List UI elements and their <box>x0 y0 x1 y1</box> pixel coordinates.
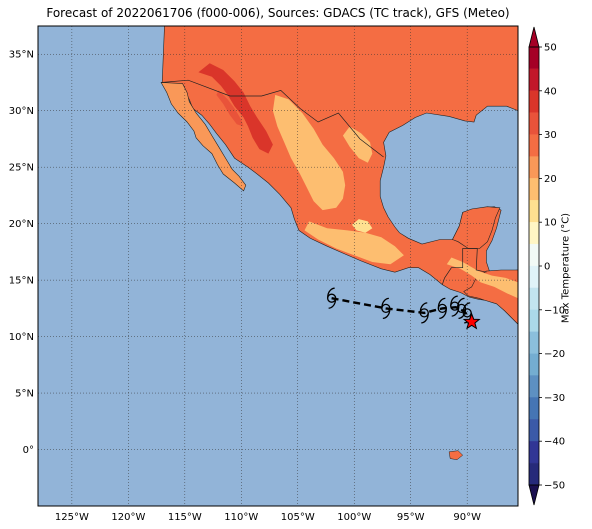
longitude-ticks: 125°W 120°W 115°W 110°W 105°W 100°W 95°W 90°W <box>55 512 481 523</box>
colorbar-tick-label: 40 <box>544 86 557 97</box>
colorbar-tick-label: 30 <box>544 130 557 141</box>
colorbar-band <box>528 243 540 267</box>
lat-tick-label: 10°N <box>9 332 34 343</box>
lon-tick-label: 120°W <box>111 512 145 523</box>
colorbar-band <box>528 178 540 201</box>
map-frame <box>37 25 519 507</box>
colorbar-tick-label: −20 <box>544 349 565 360</box>
latitude-ticks: 0° 5°N 10°N 15°N 20°N 25°N 30°N 35°N <box>9 50 34 456</box>
land-baja-california <box>160 82 247 192</box>
colorbar-under-arrow <box>528 484 540 506</box>
colorbar-tick-label: −10 <box>544 305 565 316</box>
current-position-star-icon <box>462 312 481 330</box>
cyclone-symbol-icon <box>419 302 429 324</box>
cyclone-symbol-icon <box>326 287 337 309</box>
colorbar-band <box>528 134 540 157</box>
land-hot-centre <box>216 90 244 127</box>
border-us-mexico <box>161 79 384 158</box>
colorbar-tick-label: −30 <box>544 393 565 404</box>
land-warm-east <box>342 126 373 163</box>
cyclone-symbol-icon <box>381 297 391 320</box>
lon-tick-label: 100°W <box>337 512 371 523</box>
colorbar-tick-label: −40 <box>544 437 565 448</box>
land-warm-coast <box>446 257 518 299</box>
cyclone-symbol-icon <box>450 295 460 317</box>
colorbar-band <box>528 200 540 223</box>
colorbar-band <box>528 353 540 376</box>
lon-tick-label: 90°W <box>453 512 481 523</box>
land-galapagos <box>448 450 464 460</box>
colorbar-over-arrow <box>528 26 540 48</box>
colorbar-band <box>528 331 540 354</box>
colorbar-band <box>528 68 540 91</box>
cyclone-symbol-icon <box>456 297 467 320</box>
cyclone-symbol-icon <box>437 297 447 320</box>
lat-tick-label: 30°N <box>9 106 34 117</box>
colorbar-band <box>528 441 540 464</box>
colorbar-band <box>528 90 540 113</box>
border-guatemala <box>441 248 487 285</box>
colorbar-band <box>528 287 540 310</box>
colorbar-band <box>528 46 540 70</box>
land-warm-plateau <box>272 94 346 211</box>
lon-tick-label: 105°W <box>281 512 315 523</box>
colorbar-band <box>528 375 540 398</box>
land-mild-highland <box>352 219 373 233</box>
map-title: Forecast of 2022061706 (f000-006), Sourc… <box>46 6 510 20</box>
colorbar-band <box>528 265 540 289</box>
colorbar-band <box>528 309 540 332</box>
colorbar-band <box>528 462 540 486</box>
colorbar-band <box>528 397 540 420</box>
lat-lon-grid <box>38 26 518 506</box>
colorbar-tick-label: 0 <box>544 262 550 273</box>
colorbar-tick-label: 20 <box>544 174 557 185</box>
lat-tick-label: 0° <box>23 445 34 456</box>
colorbar-band <box>528 419 540 442</box>
colorbar-label: Max Temperature (°C) <box>560 212 572 324</box>
colorbar-band <box>528 222 540 245</box>
lon-tick-label: 95°W <box>397 512 425 523</box>
lat-tick-label: 25°N <box>9 163 34 174</box>
lat-tick-label: 35°N <box>9 50 34 61</box>
lon-tick-label: 115°W <box>168 512 202 523</box>
lat-tick-label: 5°N <box>15 389 34 400</box>
land-sonora-hot-region <box>198 63 273 154</box>
lon-tick-label: 125°W <box>55 512 89 523</box>
colorbar-tick-label: 50 <box>544 43 557 54</box>
cyclone-track <box>326 287 481 330</box>
lat-tick-label: 15°N <box>9 276 34 287</box>
land-yucatan <box>452 206 501 249</box>
lat-tick-label: 20°N <box>9 219 34 230</box>
colorbar-tick-label: −50 <box>544 481 565 492</box>
colorbar: 50 40 30 20 10 0 −10 −20 −30 −40 −50 <box>528 26 565 506</box>
colorbar-band <box>528 112 540 135</box>
lon-tick-label: 110°W <box>224 512 258 523</box>
colorbar-tick-label: 10 <box>544 218 557 229</box>
colorbar-band <box>528 156 540 179</box>
